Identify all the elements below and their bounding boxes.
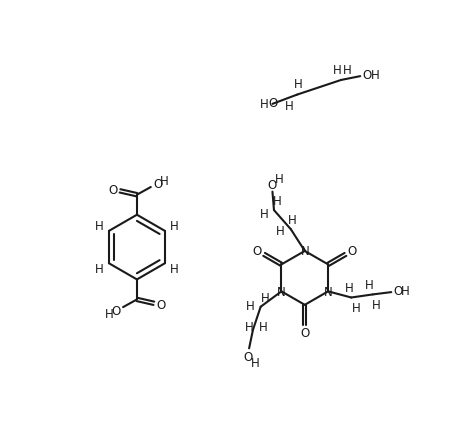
- Text: O: O: [253, 245, 262, 258]
- Text: N: N: [277, 285, 286, 298]
- Text: H: H: [261, 292, 270, 304]
- Text: H: H: [258, 320, 267, 334]
- Text: N: N: [324, 285, 332, 298]
- Text: H: H: [294, 78, 303, 91]
- Text: H: H: [170, 219, 179, 233]
- Text: H: H: [372, 298, 381, 311]
- Text: O: O: [111, 304, 121, 317]
- Text: H: H: [246, 299, 255, 312]
- Text: O: O: [156, 298, 165, 312]
- Text: H: H: [251, 356, 259, 370]
- Text: N: N: [300, 245, 309, 258]
- Text: H: H: [370, 69, 379, 82]
- Text: H: H: [95, 219, 104, 233]
- Text: O: O: [362, 69, 372, 82]
- Text: H: H: [401, 284, 409, 298]
- Text: H: H: [160, 175, 169, 188]
- Text: O: O: [393, 284, 403, 298]
- Text: H: H: [352, 301, 360, 314]
- Text: H: H: [333, 64, 342, 77]
- Text: H: H: [288, 213, 297, 226]
- Text: H: H: [245, 320, 253, 334]
- Text: H: H: [170, 263, 179, 276]
- Text: H: H: [259, 97, 268, 111]
- Text: O: O: [109, 183, 118, 197]
- Text: H: H: [95, 263, 104, 276]
- Text: H: H: [105, 307, 114, 320]
- Text: H: H: [276, 225, 284, 238]
- Text: O: O: [268, 97, 278, 110]
- Text: O: O: [268, 179, 277, 192]
- Text: O: O: [244, 350, 253, 362]
- Text: H: H: [343, 64, 352, 77]
- Text: H: H: [273, 195, 282, 208]
- Text: O: O: [347, 245, 357, 258]
- Text: H: H: [345, 281, 354, 294]
- Text: O: O: [153, 178, 162, 191]
- Text: H: H: [275, 172, 284, 186]
- Text: H: H: [365, 278, 373, 291]
- Text: H: H: [260, 207, 269, 220]
- Text: O: O: [300, 326, 309, 339]
- Text: H: H: [285, 100, 294, 113]
